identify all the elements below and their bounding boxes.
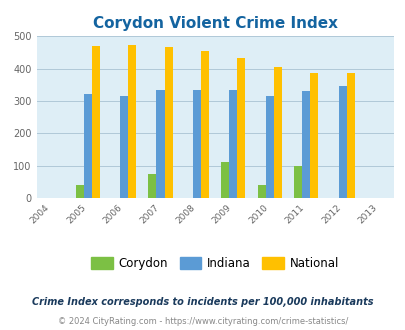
Bar	[164, 47, 172, 198]
Title: Corydon Violent Crime Index: Corydon Violent Crime Index	[92, 16, 337, 31]
Bar	[257, 185, 265, 198]
Bar	[338, 86, 346, 198]
Bar	[221, 162, 229, 198]
Bar	[302, 91, 309, 198]
Bar	[200, 51, 209, 198]
Text: © 2024 CityRating.com - https://www.cityrating.com/crime-statistics/: © 2024 CityRating.com - https://www.city…	[58, 317, 347, 326]
Bar	[294, 166, 302, 198]
Bar	[83, 93, 92, 198]
Bar	[120, 96, 128, 198]
Bar	[229, 90, 237, 198]
Legend: Corydon, Indiana, National: Corydon, Indiana, National	[86, 252, 343, 275]
Bar	[309, 73, 318, 198]
Bar	[75, 185, 83, 198]
Bar	[346, 73, 354, 198]
Bar	[273, 67, 281, 198]
Text: Crime Index corresponds to incidents per 100,000 inhabitants: Crime Index corresponds to incidents per…	[32, 297, 373, 307]
Bar	[237, 58, 245, 198]
Bar	[128, 45, 136, 198]
Bar	[92, 46, 99, 198]
Bar	[148, 174, 156, 198]
Bar	[156, 90, 164, 198]
Bar	[265, 96, 273, 198]
Bar	[192, 90, 200, 198]
